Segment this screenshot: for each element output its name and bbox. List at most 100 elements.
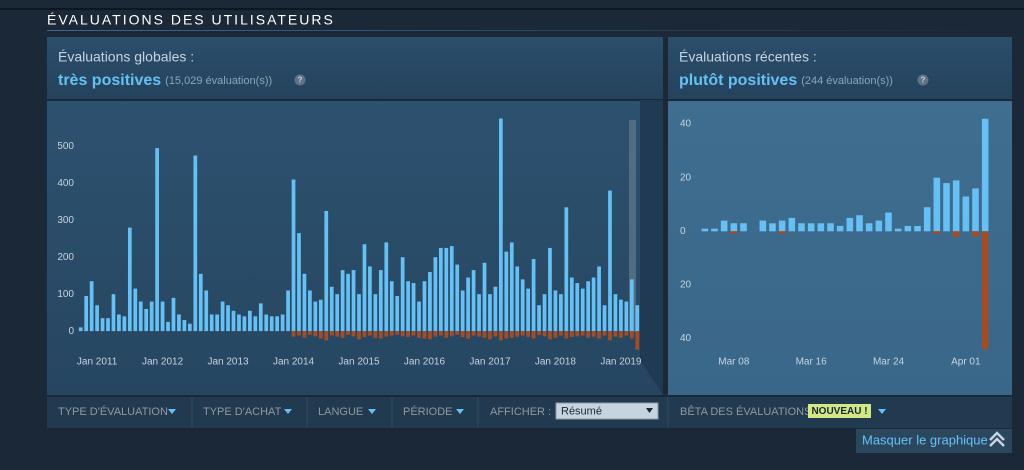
bar [111,294,116,332]
bar [769,223,776,232]
panel-heading: Évaluations globales : [58,49,194,65]
bar [357,331,361,340]
badge [808,404,871,418]
bar [411,283,416,332]
bar [629,331,634,339]
bar [778,231,786,234]
bar [411,331,416,336]
x-tick-label: Jan 2012 [142,357,184,368]
bar [406,281,410,332]
bar [455,264,460,332]
bar [933,177,941,232]
bar [720,220,728,232]
bar [335,331,340,337]
bar [548,247,552,332]
bar [100,318,105,332]
filter-label[interactable]: TYPE D'ÉVALUATION [58,405,168,418]
bar [324,210,329,332]
bar [972,231,979,237]
bar [846,217,854,232]
bar [231,310,236,332]
toggle-button[interactable] [856,429,1012,453]
bar [504,251,509,332]
toggle-label[interactable]: Masquer le graphique [862,432,988,447]
y-tick-label: 200 [57,252,74,263]
display-select[interactable] [555,402,659,420]
bar [597,331,601,339]
collapse-icon[interactable] [989,431,1005,447]
bar [730,223,738,232]
filter-label[interactable]: TYPE D'ACHAT [203,406,282,418]
dropdown-arrow[interactable] [878,409,886,414]
bar [798,223,805,232]
beta-label[interactable]: BÊTA DES ÉVALUATIONS [680,405,811,418]
bar [242,316,247,332]
bar [144,308,149,332]
bar [981,118,989,232]
help-mark[interactable]: ? [921,76,926,85]
bar [499,118,503,332]
filter-label[interactable]: LANGUE [318,406,363,418]
bar [553,290,558,332]
bar [193,155,198,332]
filter-arrow[interactable] [368,409,376,414]
bar [482,262,487,332]
bar [373,294,378,332]
filter-arrow[interactable] [168,409,176,414]
bar [817,223,825,232]
filter-arrow[interactable] [456,409,464,414]
bar [914,225,921,232]
bar [580,331,585,336]
help-icon[interactable] [294,74,306,86]
title-underline [47,30,1012,31]
bar [286,290,290,332]
bar [368,266,372,332]
bar [329,286,334,332]
bar [537,305,541,332]
bar [433,257,438,332]
bar [564,207,569,332]
bar [740,223,747,232]
bar [351,331,356,337]
bar [515,266,520,332]
help-icon[interactable] [917,74,929,86]
bar [248,310,252,332]
help-mark[interactable]: ? [298,76,303,85]
bar [564,331,569,339]
bar [613,331,618,337]
x-tick-label: Jan 2019 [600,357,642,368]
bar [133,288,138,332]
bar [253,316,258,332]
bar [509,242,514,332]
bar [504,331,509,339]
select-arrow[interactable] [646,408,653,413]
bar [972,188,979,232]
bar [788,217,796,232]
bar [730,231,738,234]
bar [324,331,329,341]
display-label: AFFICHER : [490,406,551,418]
bar [264,314,269,332]
bar [308,290,312,332]
filter-arrow[interactable] [284,409,292,414]
bar [329,331,334,336]
bar [477,294,481,332]
display-value[interactable]: Résumé [561,405,602,417]
bar [389,331,394,336]
bar [515,331,520,337]
bar [952,180,960,232]
bar [127,227,132,332]
bar [428,331,432,340]
filter-label[interactable]: PÉRIODE [403,405,453,418]
bar [400,331,405,337]
bar [569,331,574,338]
bar [836,225,844,232]
bar [865,223,873,232]
bar [482,331,487,338]
bar [155,148,159,332]
bar [471,270,476,332]
bar [378,270,383,332]
bar [807,223,815,232]
bar [586,331,591,338]
bar [875,220,883,232]
